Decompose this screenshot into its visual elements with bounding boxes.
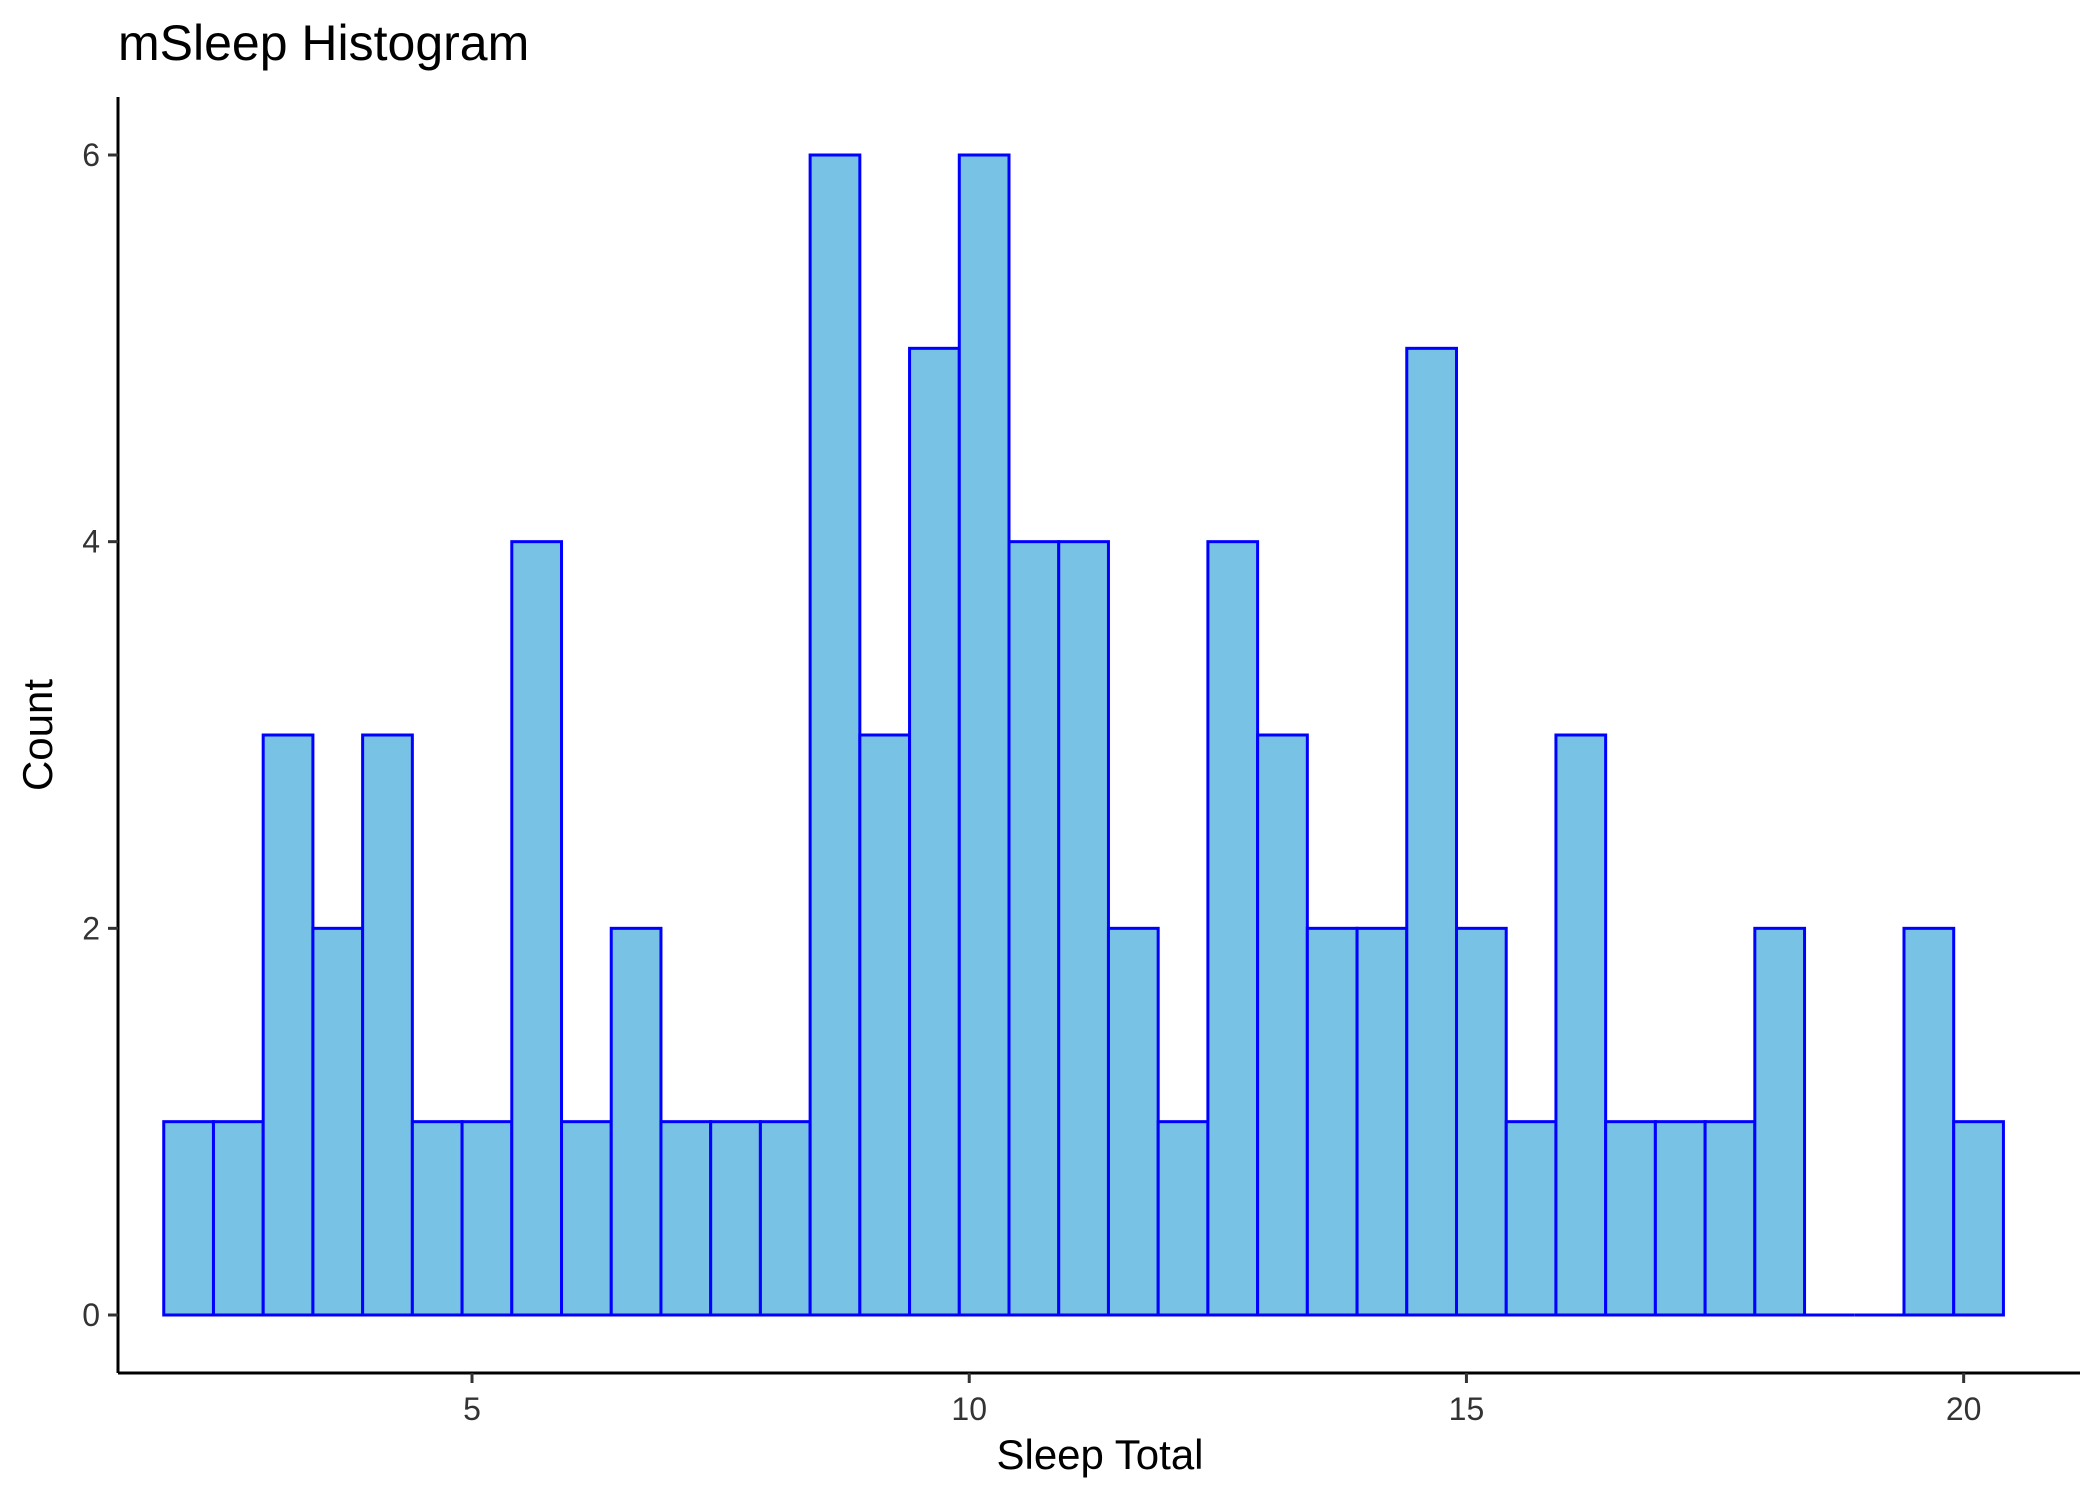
y-tick-label: 4 — [82, 524, 100, 560]
histogram-bar — [1703, 1120, 1757, 1317]
histogram-bar — [1305, 926, 1359, 1317]
histogram-bar — [609, 926, 663, 1317]
x-axis-ticks: 5 10 15 20 — [463, 1373, 1981, 1427]
histogram-bar — [709, 1120, 762, 1317]
histogram-bar — [908, 346, 961, 1317]
histogram-bar — [1952, 1120, 2005, 1317]
histogram-bar — [510, 540, 564, 1317]
x-axis-title: Sleep Total — [996, 1431, 1203, 1478]
y-tick-label: 6 — [82, 137, 100, 173]
x-tick-label: 5 — [463, 1391, 481, 1427]
histogram-bar — [1454, 926, 1508, 1317]
histogram-bar — [311, 926, 365, 1317]
histogram-bar — [957, 153, 1011, 1317]
histogram-bar — [1653, 1120, 1707, 1317]
chart-title: mSleep Histogram — [118, 15, 529, 71]
x-tick-label: 15 — [1449, 1391, 1485, 1427]
histogram-bar — [659, 1120, 713, 1317]
histogram-bar — [1753, 926, 1807, 1317]
y-tick-label: 0 — [82, 1297, 100, 1333]
x-tick-label: 10 — [951, 1391, 987, 1427]
histogram-bar — [1405, 346, 1458, 1317]
histogram-bar — [410, 1120, 464, 1317]
histogram-bar — [1256, 733, 1309, 1317]
histogram-bar — [460, 1120, 514, 1317]
y-axis-title: Count — [14, 679, 61, 791]
histogram-bar — [808, 153, 862, 1317]
histogram-bar — [1902, 926, 1956, 1317]
histogram-bar — [1554, 733, 1608, 1317]
x-tick-label: 20 — [1946, 1391, 1982, 1427]
histogram-bar — [1355, 926, 1409, 1317]
histogram-bar — [1206, 540, 1260, 1317]
y-tick-label: 2 — [82, 910, 100, 946]
y-axis-ticks: 0 2 4 6 — [82, 137, 118, 1333]
histogram-bar — [211, 1120, 265, 1317]
bars-group — [162, 153, 2005, 1317]
histogram-bar — [1106, 926, 1160, 1317]
histogram-bar — [361, 733, 414, 1317]
histogram-bar — [758, 1120, 812, 1317]
histogram-bar — [162, 1120, 215, 1317]
histogram-bar — [1007, 540, 1061, 1317]
histogram-bar — [1504, 1120, 1558, 1317]
histogram-bar — [261, 733, 315, 1317]
histogram-bar — [560, 1120, 613, 1317]
histogram-bar — [1604, 1120, 1657, 1317]
histogram-bar — [858, 733, 912, 1317]
histogram-bar — [1057, 540, 1110, 1317]
histogram-bar — [1156, 1120, 1210, 1317]
